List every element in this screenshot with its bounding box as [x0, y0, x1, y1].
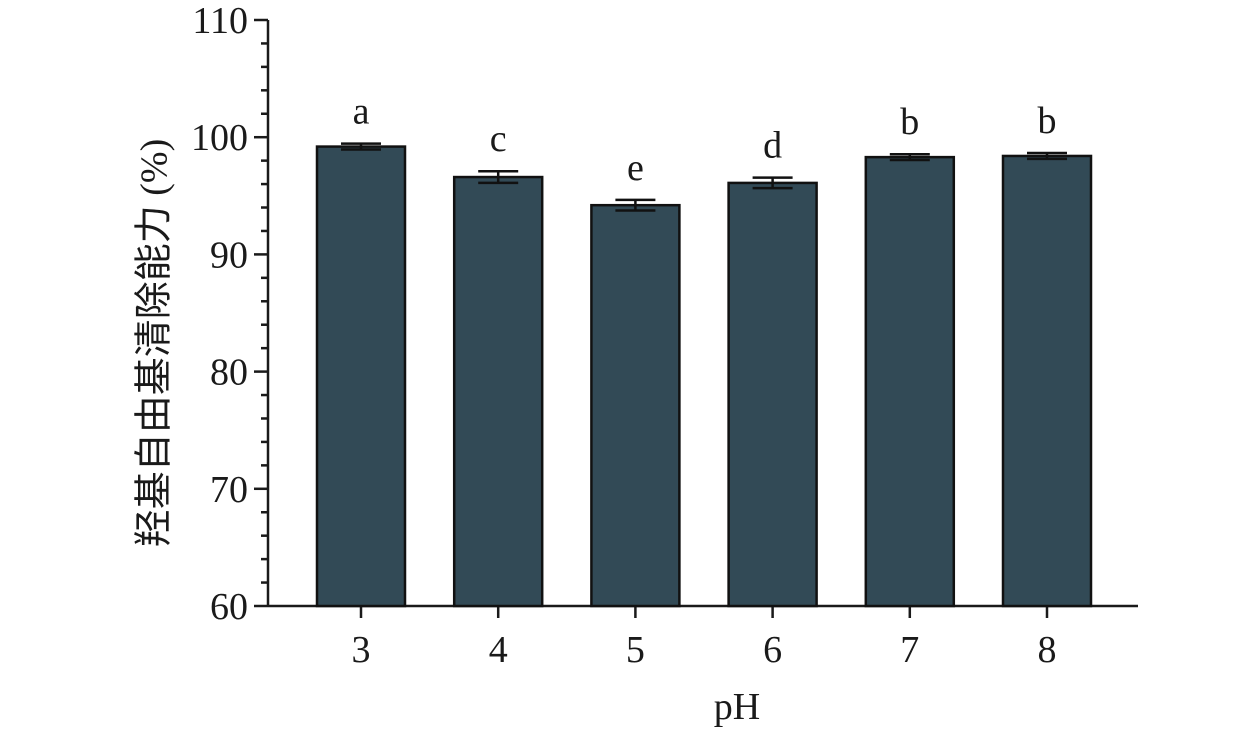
y-tick-label: 90: [210, 234, 248, 276]
bar: [727, 181, 818, 608]
y-tick-label: 70: [210, 469, 248, 511]
y-tick-label: 100: [191, 117, 248, 159]
significance-label: d: [763, 125, 782, 167]
significance-label: b: [1038, 100, 1057, 142]
x-tick-label: 5: [626, 629, 645, 671]
x-axis-title: pH: [714, 686, 760, 728]
x-tick-label: 7: [900, 629, 919, 671]
x-tick-label: 4: [489, 629, 508, 671]
bar: [1001, 154, 1093, 608]
x-tick-label: 6: [763, 629, 782, 671]
significance-label: a: [353, 91, 370, 133]
y-tick-label: 110: [192, 0, 248, 42]
significance-label: c: [490, 118, 507, 160]
y-tick-label: 60: [210, 586, 248, 628]
labels: a c e d b b: [353, 91, 1057, 189]
y-axis: 60 70 80 90 100 110: [191, 0, 270, 628]
bar: [864, 155, 956, 608]
y-axis-title: 羟基自由基清除能力 (%): [134, 139, 176, 547]
bars: [315, 142, 1093, 608]
bar: [452, 175, 544, 608]
y-tick-label: 80: [210, 352, 248, 394]
bar: [590, 203, 681, 608]
x-tick-label: 3: [352, 629, 371, 671]
x-axis: 3 4 5 6 7 8: [268, 604, 1138, 671]
significance-label: b: [900, 101, 919, 143]
x-tick-label: 8: [1038, 629, 1057, 671]
significance-label: e: [627, 147, 644, 189]
bar: [315, 145, 407, 608]
